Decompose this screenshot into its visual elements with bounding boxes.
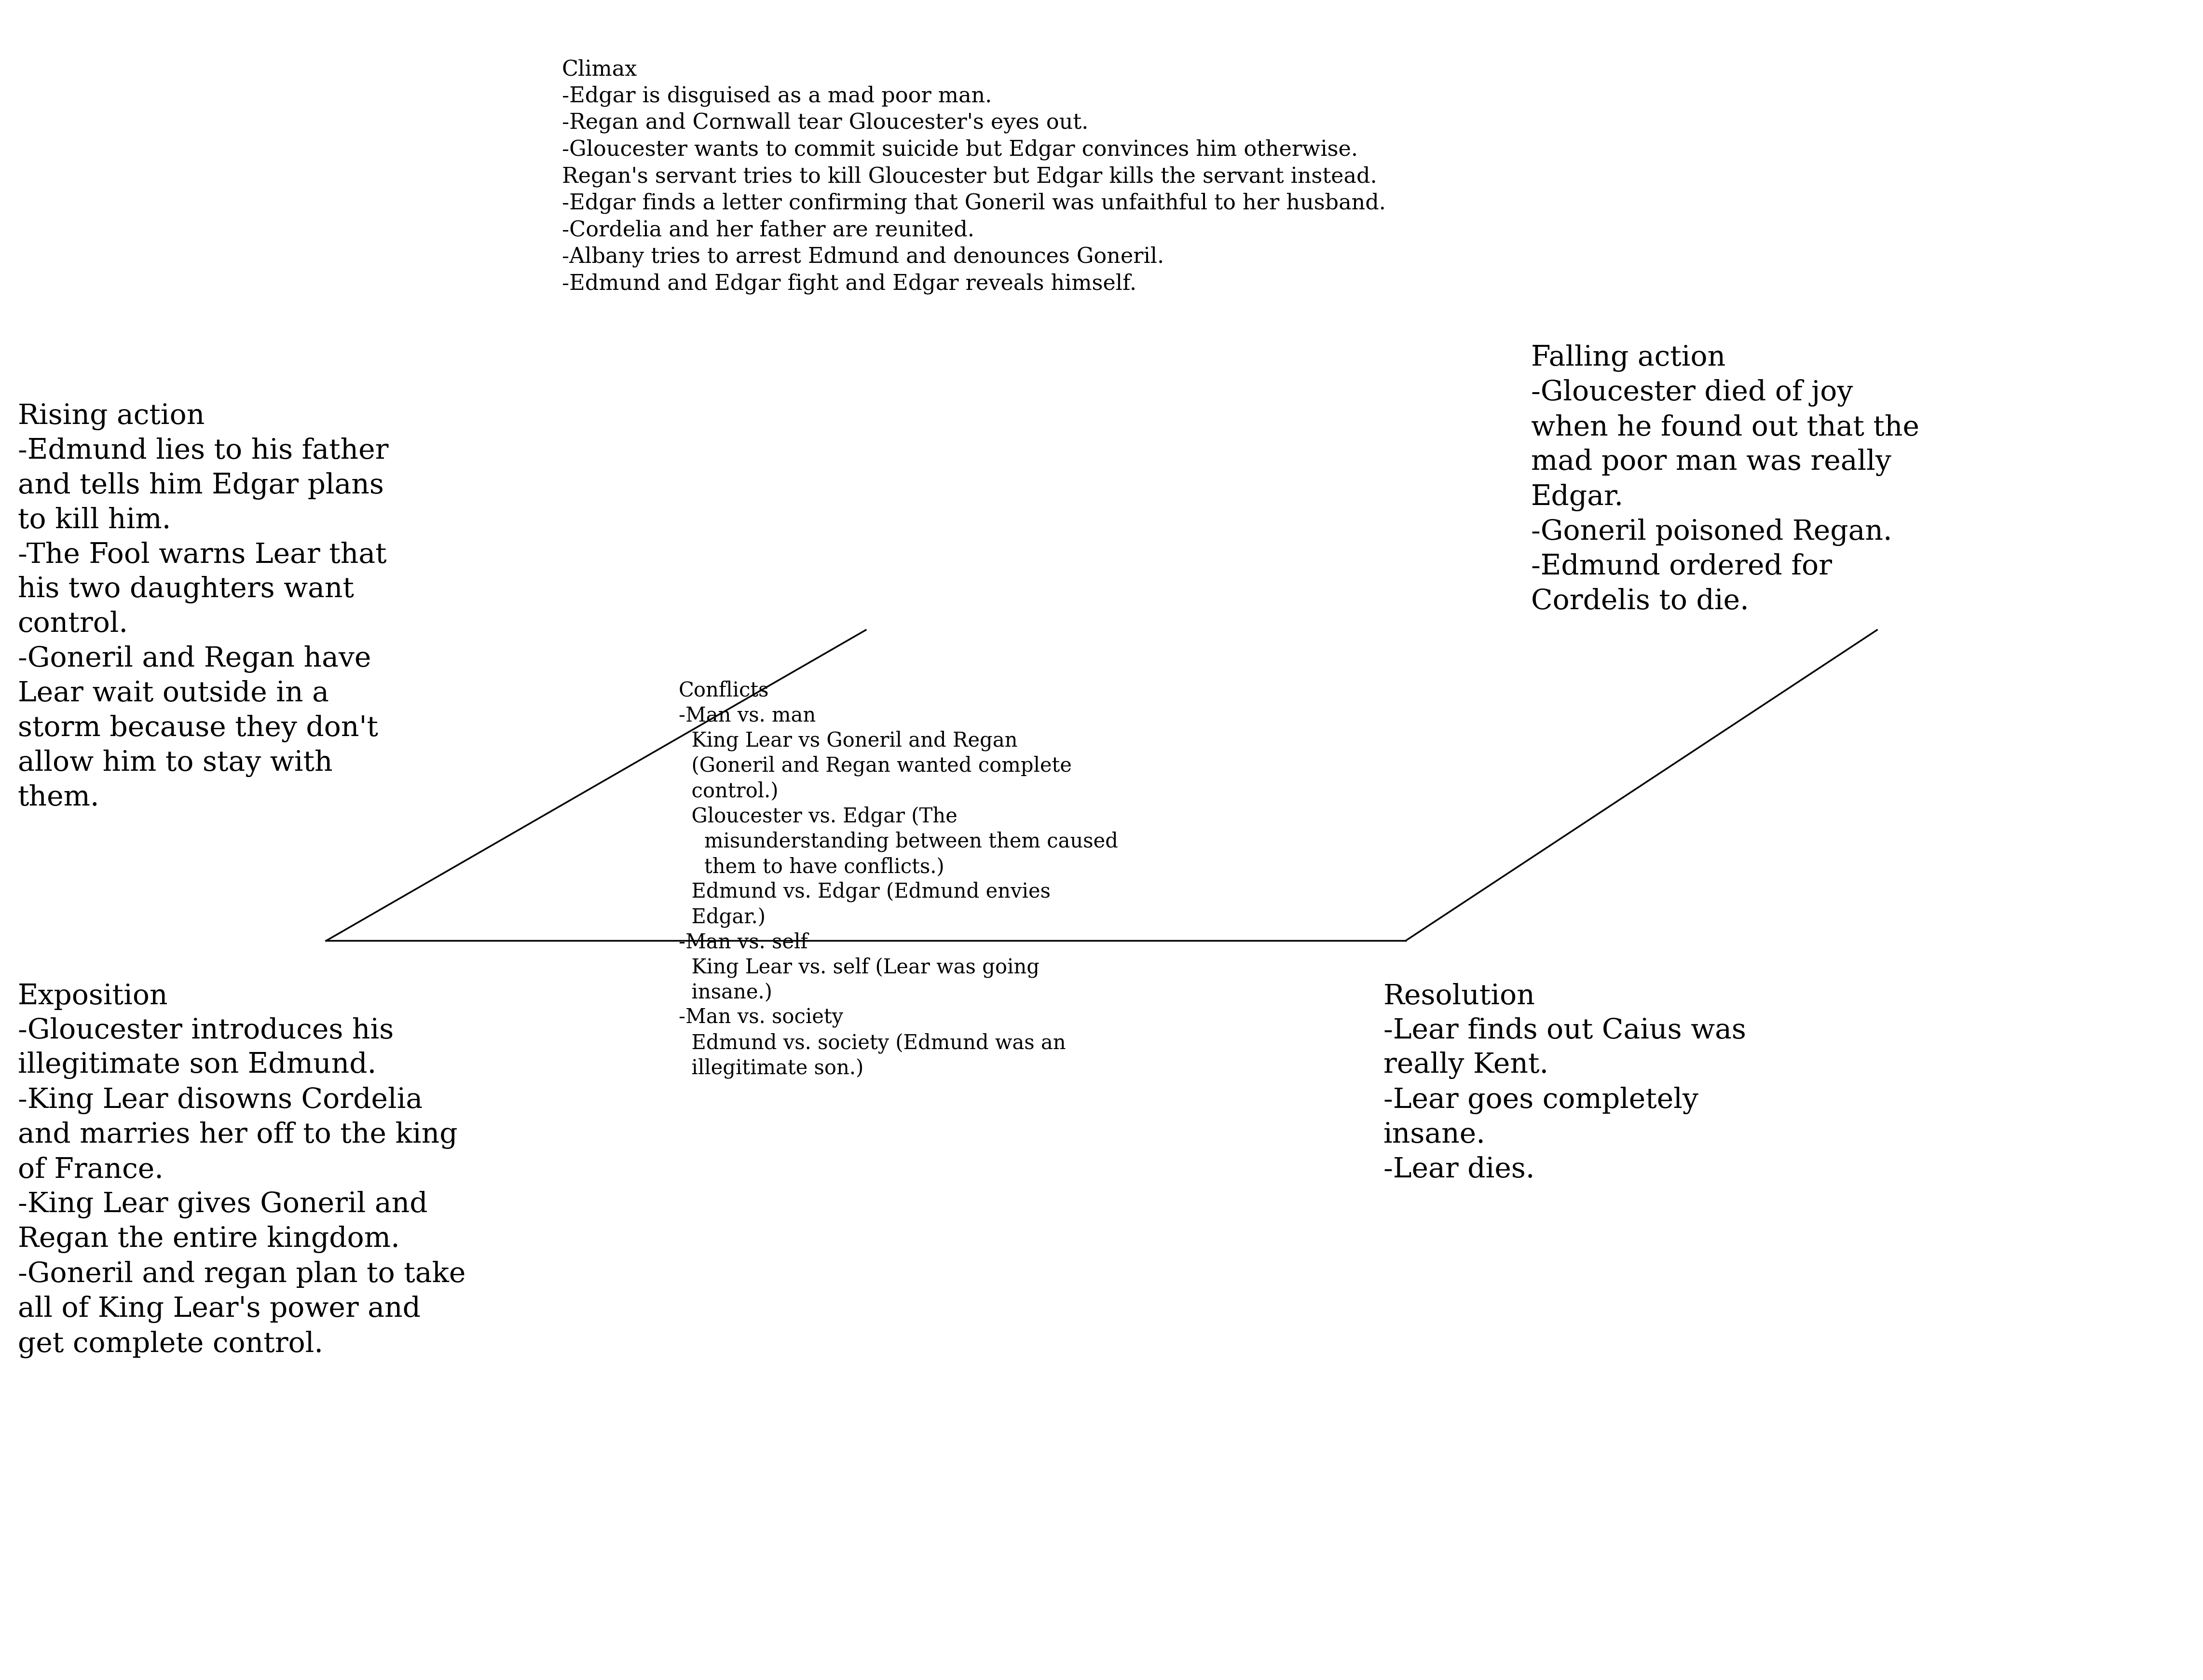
Text: Exposition
-Gloucester introduces his
illegitimate son Edmund.
-King Lear disown: Exposition -Gloucester introduces his il… [18,983,465,1357]
Text: Resolution
-Lear finds out Caius was
really Kent.
-Lear goes completely
insane.
: Resolution -Lear finds out Caius was rea… [1383,983,1747,1183]
Text: Rising action
-Edmund lies to his father
and tells him Edgar plans
to kill him.
: Rising action -Edmund lies to his father… [18,403,388,811]
Text: Falling action
-Gloucester died of joy
when he found out that the
mad poor man w: Falling action -Gloucester died of joy w… [1531,344,1919,615]
Text: Climax
-Edgar is disguised as a mad poor man.
-Regan and Cornwall tear Glouceste: Climax -Edgar is disguised as a mad poor… [562,59,1386,294]
Text: Conflicts
-Man vs. man
  King Lear vs Goneril and Regan
  (Goneril and Regan wan: Conflicts -Man vs. man King Lear vs Gone… [679,680,1117,1079]
